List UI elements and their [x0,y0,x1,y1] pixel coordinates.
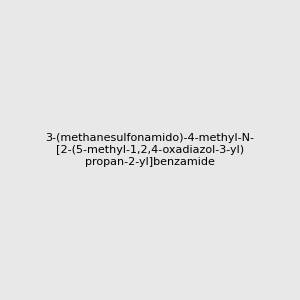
Text: 3-(methanesulfonamido)-4-methyl-N-
[2-(5-methyl-1,2,4-oxadiazol-3-yl)
propan-2-y: 3-(methanesulfonamido)-4-methyl-N- [2-(5… [46,134,254,166]
